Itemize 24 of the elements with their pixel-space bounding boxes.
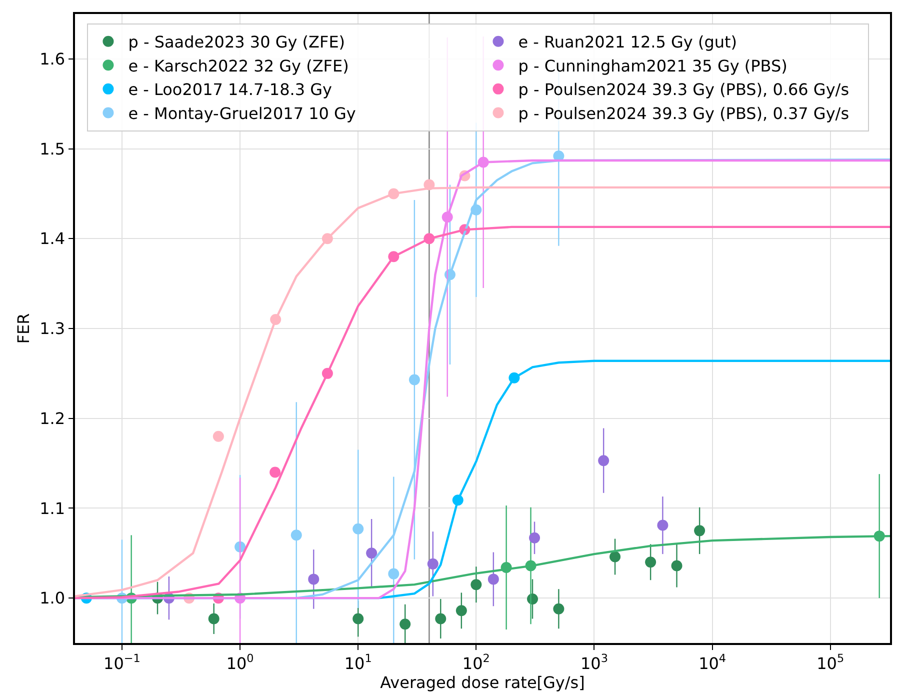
x-tick-label: 10$^{4}$ <box>698 652 726 673</box>
legend-label: e - Loo2017 14.7-18.3 Gy <box>128 80 332 100</box>
x-tick-label: 10$^{−1}$ <box>104 652 140 673</box>
legend-label: p - Poulsen2024 39.3 Gy (PBS), 0.66 Gy/s <box>518 80 850 100</box>
x-tick-label: 10$^{1}$ <box>344 652 372 673</box>
legend-label: p - Saade2023 30 Gy (ZFE) <box>128 32 346 52</box>
y-tick-label: 1.1 <box>40 498 66 518</box>
legend-label: p - Cunningham2021 35 Gy (PBS) <box>518 56 788 76</box>
x-tick-label: 10$^{5}$ <box>816 652 844 673</box>
legend-label: e - Karsch2022 32 Gy (ZFE) <box>128 56 349 76</box>
x-tick-label: 10$^{2}$ <box>462 652 490 673</box>
y-tick-label: 1.6 <box>40 50 66 69</box>
x-tick-label: 10$^{3}$ <box>580 652 608 673</box>
y-tick-label: 1.4 <box>40 229 66 248</box>
x-tick-label: 10$^{0}$ <box>226 652 254 673</box>
y-tick-label: 1.2 <box>40 408 66 428</box>
y-tick-label: 1.3 <box>40 319 66 338</box>
y-axis-title: FER <box>14 313 33 344</box>
legend-label: e - Ruan2021 12.5 Gy (gut) <box>518 32 738 52</box>
legend-label: p - Poulsen2024 39.3 Gy (PBS), 0.37 Gy/s <box>518 104 850 123</box>
x-axis-title: Averaged dose rate[Gy/s] <box>380 672 585 692</box>
y-tick-label: 1.0 <box>40 588 66 608</box>
y-tick-label: 1.5 <box>40 139 66 158</box>
legend-label: e - Montay-Gruel2017 10 Gy <box>128 104 356 123</box>
